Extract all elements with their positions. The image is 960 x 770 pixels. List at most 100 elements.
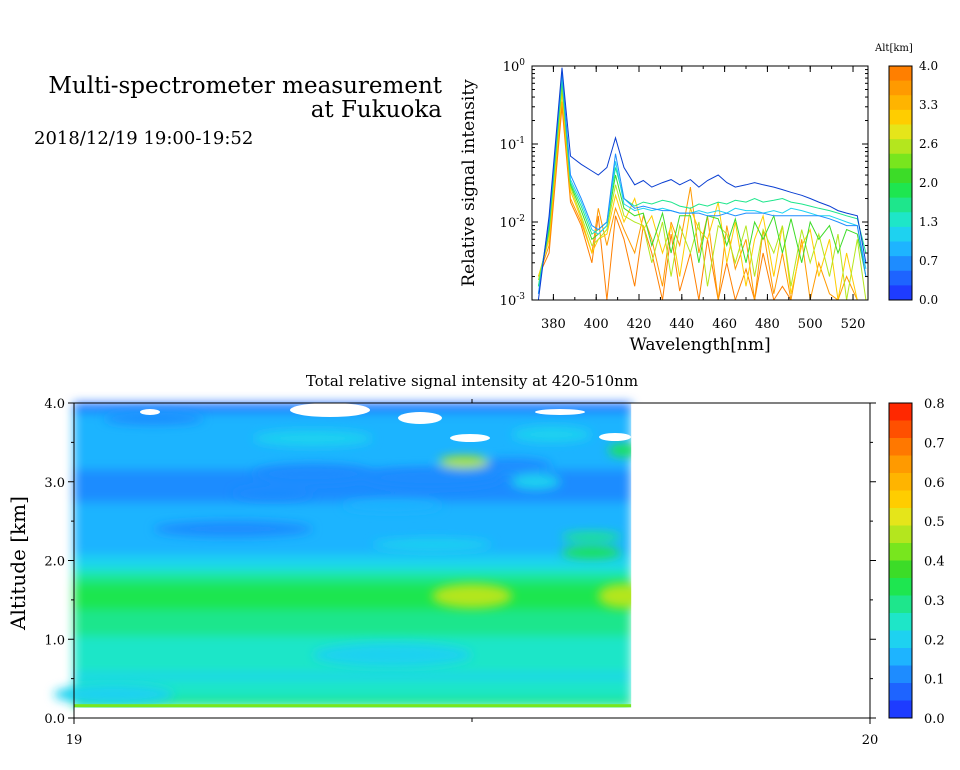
altitude-colorbar-swatch	[889, 168, 912, 184]
spectrum-x-tick-label: 400	[584, 317, 609, 332]
spectrum-series-line	[537, 71, 867, 294]
spectrum-series-line	[537, 73, 867, 294]
heatmap-cell	[74, 419, 632, 425]
altitude-colorbar-swatch	[889, 109, 912, 125]
heatmap-cell	[74, 612, 632, 617]
heatmap-x-tick-label: 19	[66, 733, 83, 748]
heatmap-blank	[450, 434, 490, 442]
intensity-colorbar-swatch	[889, 578, 912, 596]
altitude-colorbar-swatch	[889, 80, 912, 96]
heatmap-y-tick-label: 1.0	[44, 633, 65, 648]
heatmap-cell	[74, 593, 632, 597]
intensity-colorbar-swatch	[889, 595, 912, 614]
intensity-colorbar-swatch	[889, 403, 912, 421]
intensity-colorbar-swatch	[889, 665, 912, 684]
heatmap-title: Total relative signal intensity at 420-5…	[306, 372, 638, 390]
spectrum-x-label: Wavelength[nm]	[629, 335, 770, 355]
heatmap-cell	[74, 623, 632, 629]
intensity-colorbar-swatch	[889, 543, 912, 561]
heatmap-cell	[74, 580, 632, 584]
heatmap-cell	[510, 473, 561, 490]
heatmap-cell	[74, 563, 632, 568]
spectrum-series-line	[537, 92, 866, 300]
intensity-colorbar-swatch	[889, 560, 912, 579]
heatmap-blank	[290, 403, 370, 417]
intensity-colorbar-swatch	[889, 700, 912, 719]
intensity-colorbar-tick-label: 0.0	[924, 712, 945, 727]
heatmap-cell	[74, 619, 632, 625]
heatmap-cell	[74, 462, 632, 470]
intensity-colorbar-tick-label: 0.8	[924, 397, 945, 412]
heatmap-field	[53, 403, 870, 718]
altitude-colorbar-swatch	[889, 95, 912, 111]
heatmap-cell	[74, 635, 632, 641]
heatmap-cell	[103, 412, 204, 425]
spectrum-series-line	[537, 86, 867, 300]
heatmap-cell	[74, 631, 632, 637]
altitude-colorbar-swatch	[889, 197, 912, 213]
heatmap-y-tick-label: 3.0	[44, 476, 65, 491]
altitude-colorbar-swatch	[889, 256, 912, 272]
heatmap-cell	[74, 494, 632, 503]
altitude-colorbar-frame	[888, 65, 913, 301]
altitude-colorbar-tick-label: 4.0	[919, 59, 938, 73]
heatmap-cell	[74, 582, 632, 587]
intensity-colorbar-tick-label: 0.5	[924, 515, 945, 530]
heatmap-cell	[74, 595, 632, 601]
heatmap-cell	[252, 463, 373, 484]
heatmap-cell	[74, 609, 632, 614]
spectrum-plot-frame	[531, 65, 869, 301]
intensity-colorbar: 0.8 0.7 0.6 0.5 0.4 0.3 0.2 0.1 0.0	[888, 397, 945, 727]
heatmap-cell	[74, 704, 632, 708]
heatmap-cell	[342, 499, 443, 512]
heatmap-cell	[74, 573, 632, 578]
spectrum-y-tick-label: 10-1	[500, 136, 525, 153]
heatmap-blank	[74, 707, 870, 718]
intensity-colorbar-tick-label: 0.7	[924, 436, 945, 451]
heatmap-cell	[74, 585, 632, 589]
spectrum-series-group	[537, 67, 867, 300]
heatmap-cell	[153, 521, 314, 537]
heatmap-cell	[74, 588, 632, 592]
heatmap-cell	[74, 488, 632, 496]
heatmap-cell	[74, 521, 632, 529]
spectrum-x-tick-label: 520	[841, 317, 866, 332]
heatmap-cell	[74, 540, 632, 549]
heatmap-cell	[252, 430, 373, 447]
altitude-colorbar-swatch	[889, 66, 912, 82]
heatmap-cell	[74, 599, 632, 604]
heatmap-cell	[74, 560, 632, 565]
altitude-colorbar-tick-label: 0.7	[919, 254, 938, 268]
altitude-colorbar-swatch	[889, 153, 912, 169]
heatmap-cell	[74, 683, 632, 689]
intensity-colorbar-swatch	[889, 438, 912, 456]
intensity-colorbar-swatch	[889, 525, 912, 544]
heatmap-cell	[312, 643, 473, 667]
altitude-colorbar-swatch	[889, 212, 912, 228]
heatmap-cell	[74, 672, 632, 680]
heatmap-cell	[362, 467, 503, 488]
heatmap-blank	[631, 403, 870, 718]
altitude-colorbar-swatch	[889, 124, 912, 140]
heatmap-cell	[74, 514, 632, 522]
heatmap-cell	[74, 615, 632, 621]
heatmap-cell	[74, 553, 632, 562]
intensity-colorbar-tick-label: 0.4	[924, 555, 945, 570]
heatmap-cell	[511, 426, 592, 443]
spectrum-x-tick-label: 460	[712, 317, 737, 332]
intensity-colorbar-swatch	[889, 455, 912, 474]
heatmap-cell	[74, 455, 632, 463]
intensity-colorbar-tick-label: 0.1	[924, 673, 945, 688]
spectrum-y-tick-label: 10-2	[500, 214, 525, 231]
heatmap-cell	[74, 534, 632, 542]
spectrum-y-label: Relative signal intensity	[459, 79, 479, 287]
spectrum-series-line	[537, 106, 866, 300]
heatmap-blank	[398, 412, 442, 424]
spectrum-x-tick-label: 480	[755, 317, 780, 332]
intensity-colorbar-tick-label: 0.6	[924, 476, 945, 491]
heatmap-cell	[74, 448, 632, 457]
heatmap-cell	[74, 678, 632, 685]
intensity-colorbar-swatch	[889, 473, 912, 491]
heatmap-cell	[471, 458, 552, 474]
